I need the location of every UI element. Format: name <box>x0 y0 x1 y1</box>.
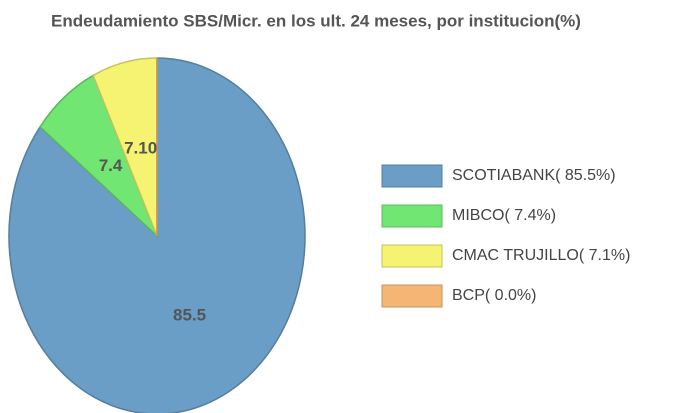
legend-label: CMAC TRUJILLO( 7.1%) <box>452 247 630 264</box>
data-label: 7.4 <box>99 156 123 175</box>
legend-swatch <box>381 244 443 268</box>
legend-label: SCOTIABANK( 85.5%) <box>452 167 616 184</box>
data-label: 7.10 <box>124 139 157 158</box>
pie-slice <box>8 57 306 413</box>
legend-swatch <box>381 164 443 188</box>
data-label: 85.5 <box>173 305 206 324</box>
legend-swatch <box>381 204 443 228</box>
chart-title: Endeudamiento SBS/Micr. en los ult. 24 m… <box>51 11 581 30</box>
legend-swatch <box>381 284 443 308</box>
legend-label: BCP( 0.0%) <box>452 287 536 304</box>
legend-label: MIBCO( 7.4%) <box>452 207 556 224</box>
